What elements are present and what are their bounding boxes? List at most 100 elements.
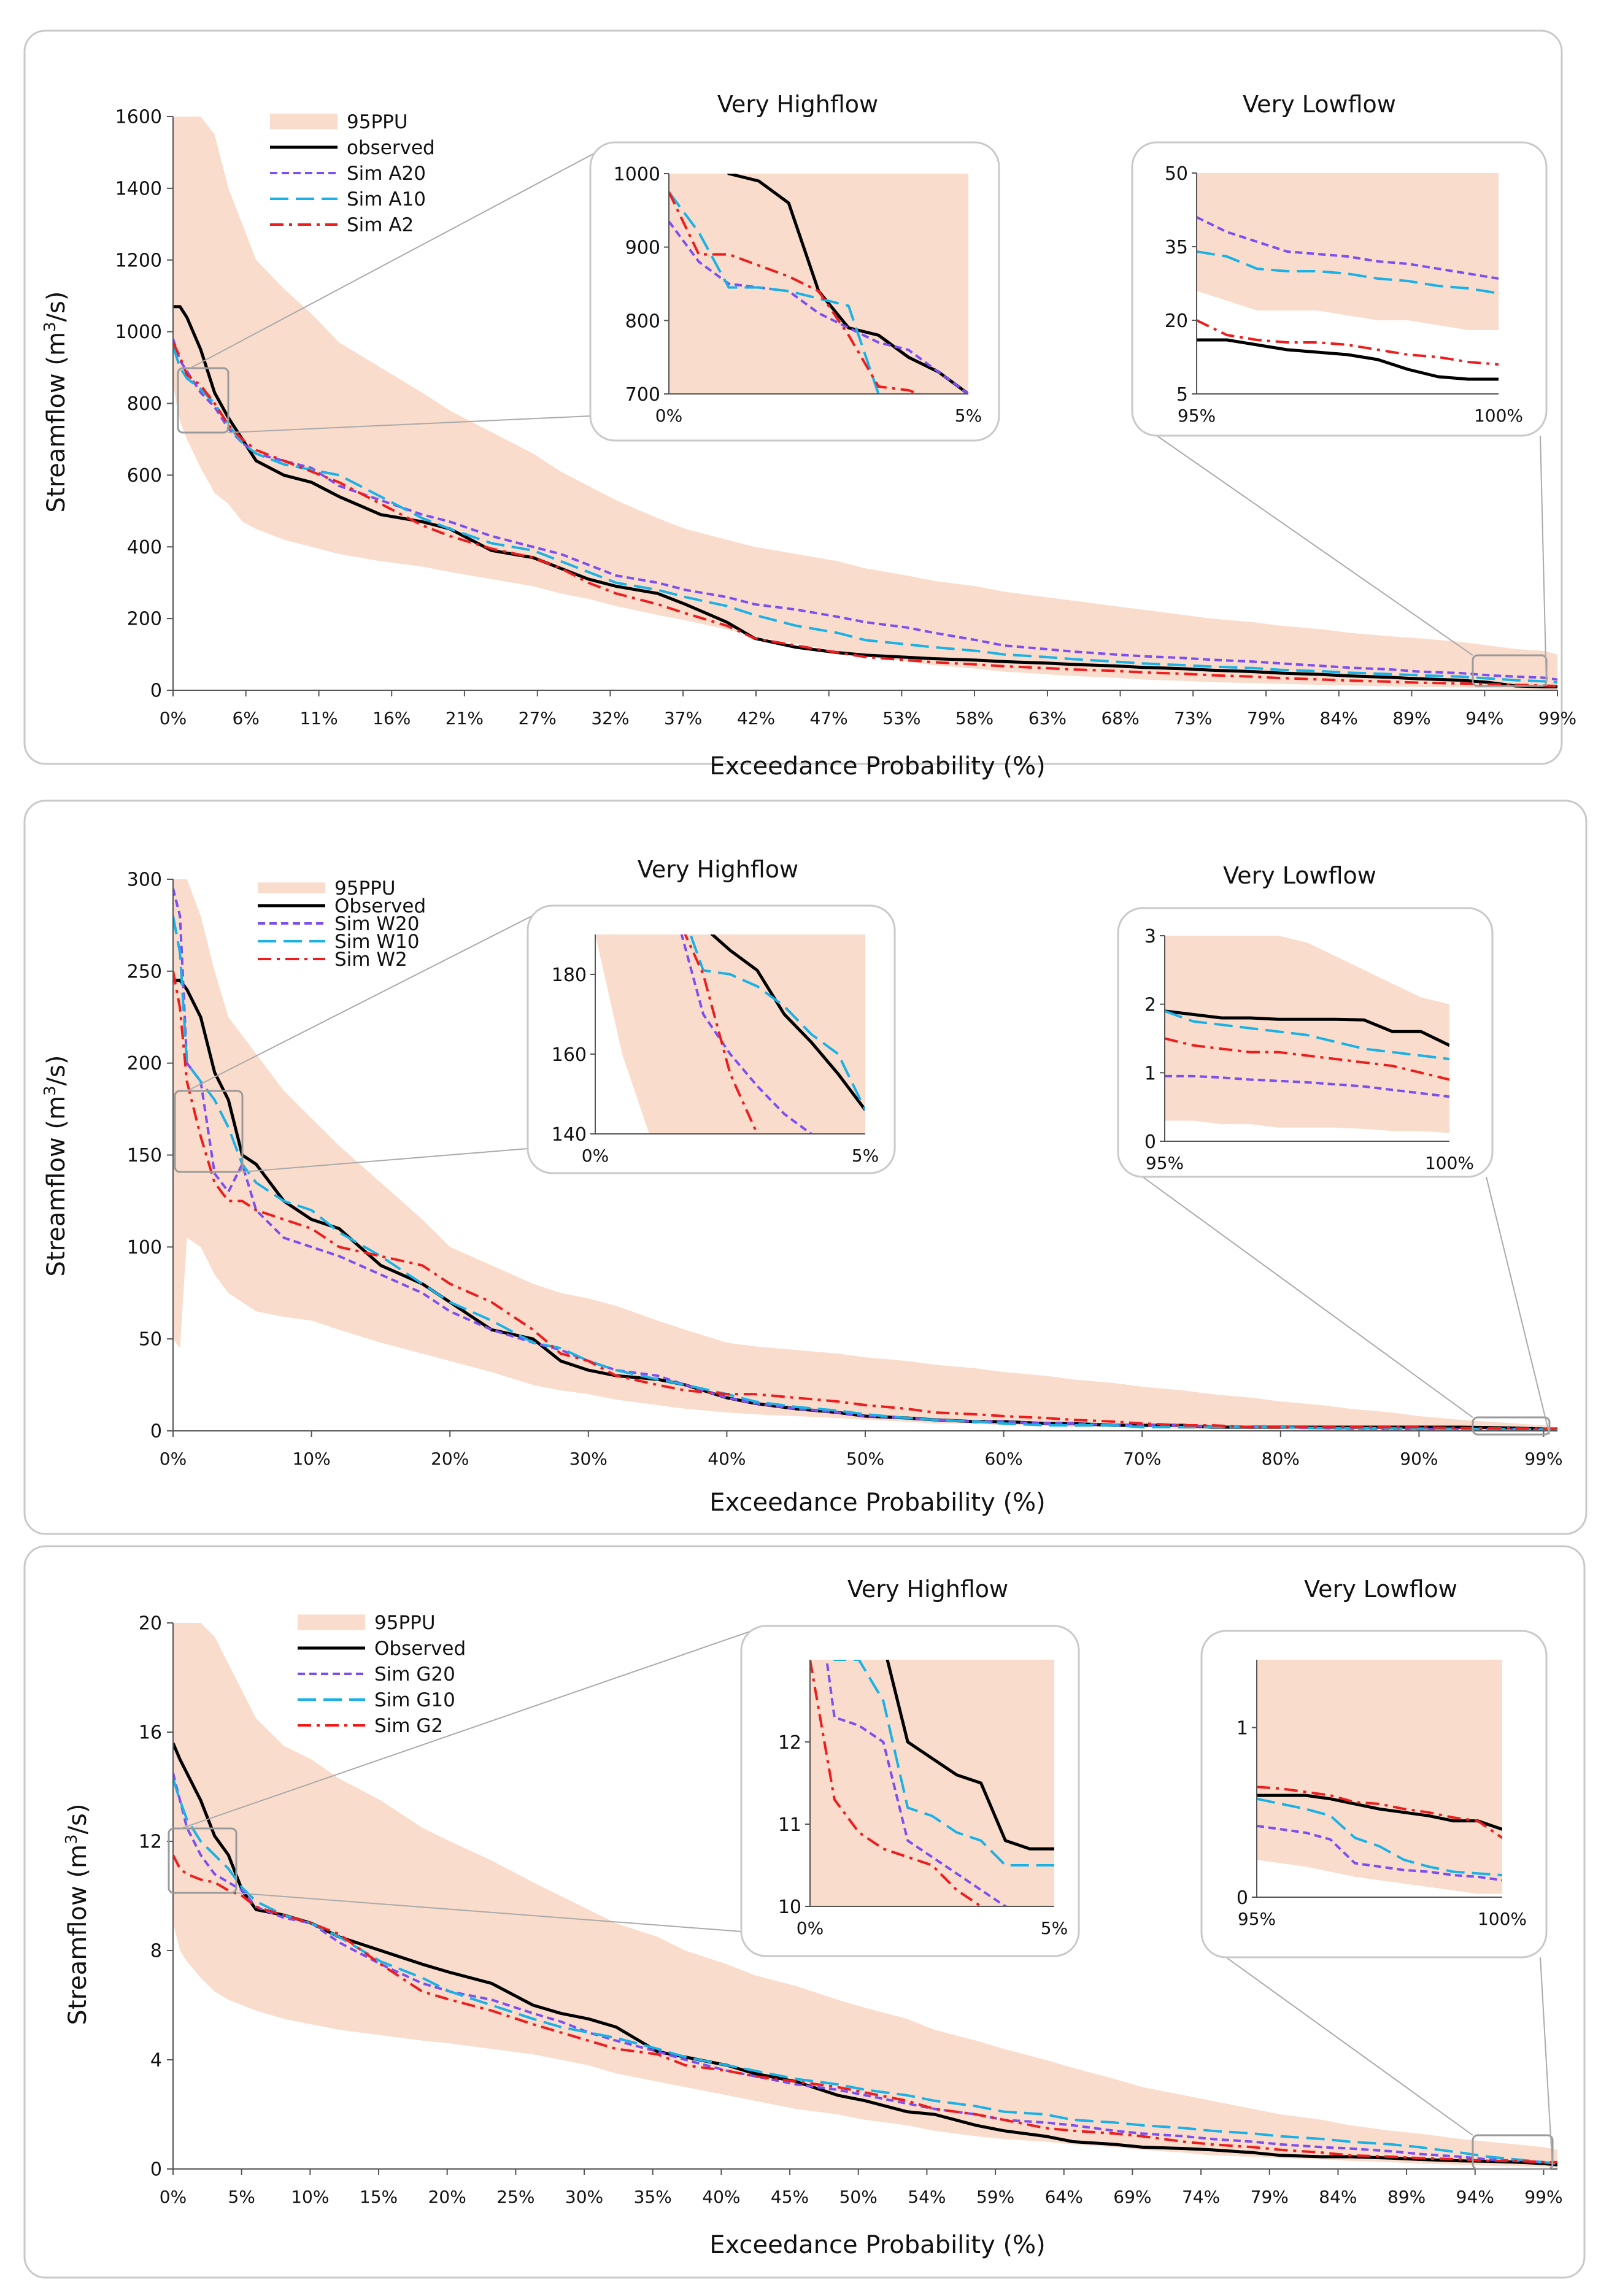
x-tick-label: 10% bbox=[292, 1449, 330, 1469]
inset-y-tick-label: 0 bbox=[1237, 1887, 1248, 1909]
zoom-connector bbox=[236, 1892, 742, 1932]
legend-label: Sim W2 bbox=[334, 949, 407, 971]
zoom-connector bbox=[228, 415, 591, 433]
x-tick-label: 5% bbox=[228, 2187, 255, 2207]
y-tick-label: 12 bbox=[139, 1832, 162, 1853]
y-axis-title-part: /s) bbox=[42, 291, 71, 322]
x-tick-label: 53% bbox=[882, 708, 920, 728]
inset-x-tick-label: 100% bbox=[1425, 1153, 1474, 1173]
y-tick-label: 600 bbox=[127, 465, 162, 487]
x-tick-label: 58% bbox=[955, 708, 994, 728]
zoom-connector bbox=[1486, 1176, 1550, 1435]
x-axis-title: Exceedance Probability (%) bbox=[709, 2231, 1045, 2259]
zoom-box bbox=[174, 1090, 244, 1173]
y-axis-title-sup: 3 bbox=[41, 1085, 60, 1096]
x-tick-label: 79% bbox=[1247, 708, 1285, 728]
x-tick-label: 35% bbox=[634, 2187, 672, 2207]
inset-series-sim-g2 bbox=[810, 1660, 985, 1906]
y-axis-title-sup: 3 bbox=[41, 322, 60, 332]
inset-y-tick-label: 50 bbox=[1165, 163, 1188, 185]
x-tick-label: 11% bbox=[299, 708, 338, 728]
series-sim-w2 bbox=[173, 971, 1557, 1430]
x-tick-label: 99% bbox=[1524, 2187, 1562, 2207]
series-sim-w10 bbox=[173, 915, 1557, 1431]
legend-label: Sim G2 bbox=[374, 1715, 443, 1737]
legend-label: Sim W10 bbox=[334, 931, 419, 953]
inset-series-sim-a2 bbox=[1197, 319, 1499, 366]
inset-title: Very Highflow bbox=[638, 856, 798, 883]
x-tick-label: 89% bbox=[1392, 708, 1430, 728]
inset-y-tick-label: 5 bbox=[1176, 384, 1188, 406]
y-axis-title-sup: 3 bbox=[63, 1834, 81, 1844]
inset-y-tick-label: 140 bbox=[552, 1124, 587, 1146]
y-tick-label: 200 bbox=[127, 1053, 162, 1074]
x-tick-label: 84% bbox=[1320, 708, 1358, 728]
y-tick-label: 400 bbox=[127, 537, 162, 558]
x-tick-label: 6% bbox=[232, 708, 259, 728]
legend-label: observed bbox=[347, 137, 435, 159]
inset-series-sim-a20 bbox=[669, 220, 968, 394]
series-sim-a20 bbox=[173, 338, 1557, 681]
x-tick-label: 94% bbox=[1465, 708, 1503, 728]
inset-series-sim-w10 bbox=[689, 934, 865, 1111]
inset-y-tick-label: 1 bbox=[1144, 1063, 1156, 1084]
inset-y-tick-label: 800 bbox=[625, 310, 660, 332]
x-tick-label: 15% bbox=[360, 2187, 398, 2207]
zoom-connector bbox=[1540, 1957, 1553, 2170]
inset-series-sim-g10 bbox=[1257, 1797, 1502, 1877]
inset-series-sim-g20 bbox=[1257, 1824, 1502, 1882]
y-tick-label: 0 bbox=[150, 680, 162, 702]
inset-series-sim-g20 bbox=[825, 1660, 1009, 1906]
y-tick-label: 200 bbox=[127, 609, 162, 630]
legend-label: 95PPU bbox=[374, 1612, 436, 1634]
inset-y-tick-label: 11 bbox=[778, 1814, 801, 1836]
inset-ppu-band bbox=[595, 934, 865, 1134]
inset-y-tick-label: 1000 bbox=[614, 164, 660, 185]
legend-label: Sim G10 bbox=[374, 1689, 455, 1711]
x-tick-label: 32% bbox=[591, 708, 629, 728]
x-tick-label: 27% bbox=[519, 708, 557, 728]
y-tick-label: 250 bbox=[127, 961, 162, 982]
inset-series-sim-a2 bbox=[669, 191, 922, 394]
inset-series-sim-w20 bbox=[1165, 1074, 1449, 1098]
inset-highflow: Very Highflow 140 160 180 0% 5% bbox=[527, 856, 896, 1174]
inset-x-tick-label: 0% bbox=[582, 1146, 609, 1166]
inset-x-tick-label: 95% bbox=[1238, 1909, 1276, 1929]
inset-y-tick-label: 900 bbox=[625, 237, 660, 259]
x-tick-label: 45% bbox=[771, 2187, 809, 2207]
inset-x-tick-label: 5% bbox=[955, 406, 982, 426]
x-tick-label: 50% bbox=[839, 2187, 878, 2207]
inset-series-sim-w2 bbox=[1165, 1037, 1449, 1081]
y-tick-label: 300 bbox=[127, 869, 162, 891]
ppu-band bbox=[173, 879, 1557, 1431]
x-tick-label: 89% bbox=[1387, 2187, 1426, 2207]
zoom-box bbox=[168, 1827, 237, 1894]
x-tick-label: 20% bbox=[431, 1449, 469, 1469]
x-tick-label: 99% bbox=[1538, 708, 1576, 728]
inset-series-observed bbox=[886, 1660, 1054, 1851]
inset-highflow: Very Highflow 700 800 900 1000 0% 5% bbox=[589, 91, 1000, 442]
inset-title: Very Highflow bbox=[847, 1576, 1008, 1603]
inset-y-tick-label: 10 bbox=[778, 1897, 801, 1918]
inset-series-sim-a10 bbox=[669, 191, 889, 394]
legend-label: 95PPU bbox=[334, 877, 396, 900]
y-tick-label: 1600 bbox=[115, 107, 162, 128]
legend-label: Sim A20 bbox=[347, 163, 426, 185]
inset-series-sim-w10 bbox=[1165, 1009, 1449, 1060]
x-tick-label: 30% bbox=[565, 2187, 603, 2207]
inset-x-tick-label: 100% bbox=[1478, 1909, 1527, 1929]
y-tick-label: 4 bbox=[150, 2050, 162, 2071]
x-tick-label: 0% bbox=[160, 708, 187, 728]
zoom-connector bbox=[180, 1625, 766, 1829]
series-sim-a10 bbox=[173, 345, 1557, 684]
y-tick-label: 1200 bbox=[115, 250, 162, 271]
ppu-band bbox=[173, 1623, 1557, 2168]
legend-label: 95PPU bbox=[347, 111, 408, 133]
inset-y-tick-label: 20 bbox=[1165, 310, 1188, 332]
legend-label: Observed bbox=[334, 895, 426, 917]
inset-ppu-band bbox=[1257, 1660, 1502, 1894]
series-sim-a2 bbox=[173, 342, 1557, 687]
panel-A: 0 200 400 600 800 1000 1200 1400 1600 0% 6% 11% 16% 2… bbox=[23, 29, 1576, 780]
legend-label: Sim W20 bbox=[334, 913, 419, 935]
